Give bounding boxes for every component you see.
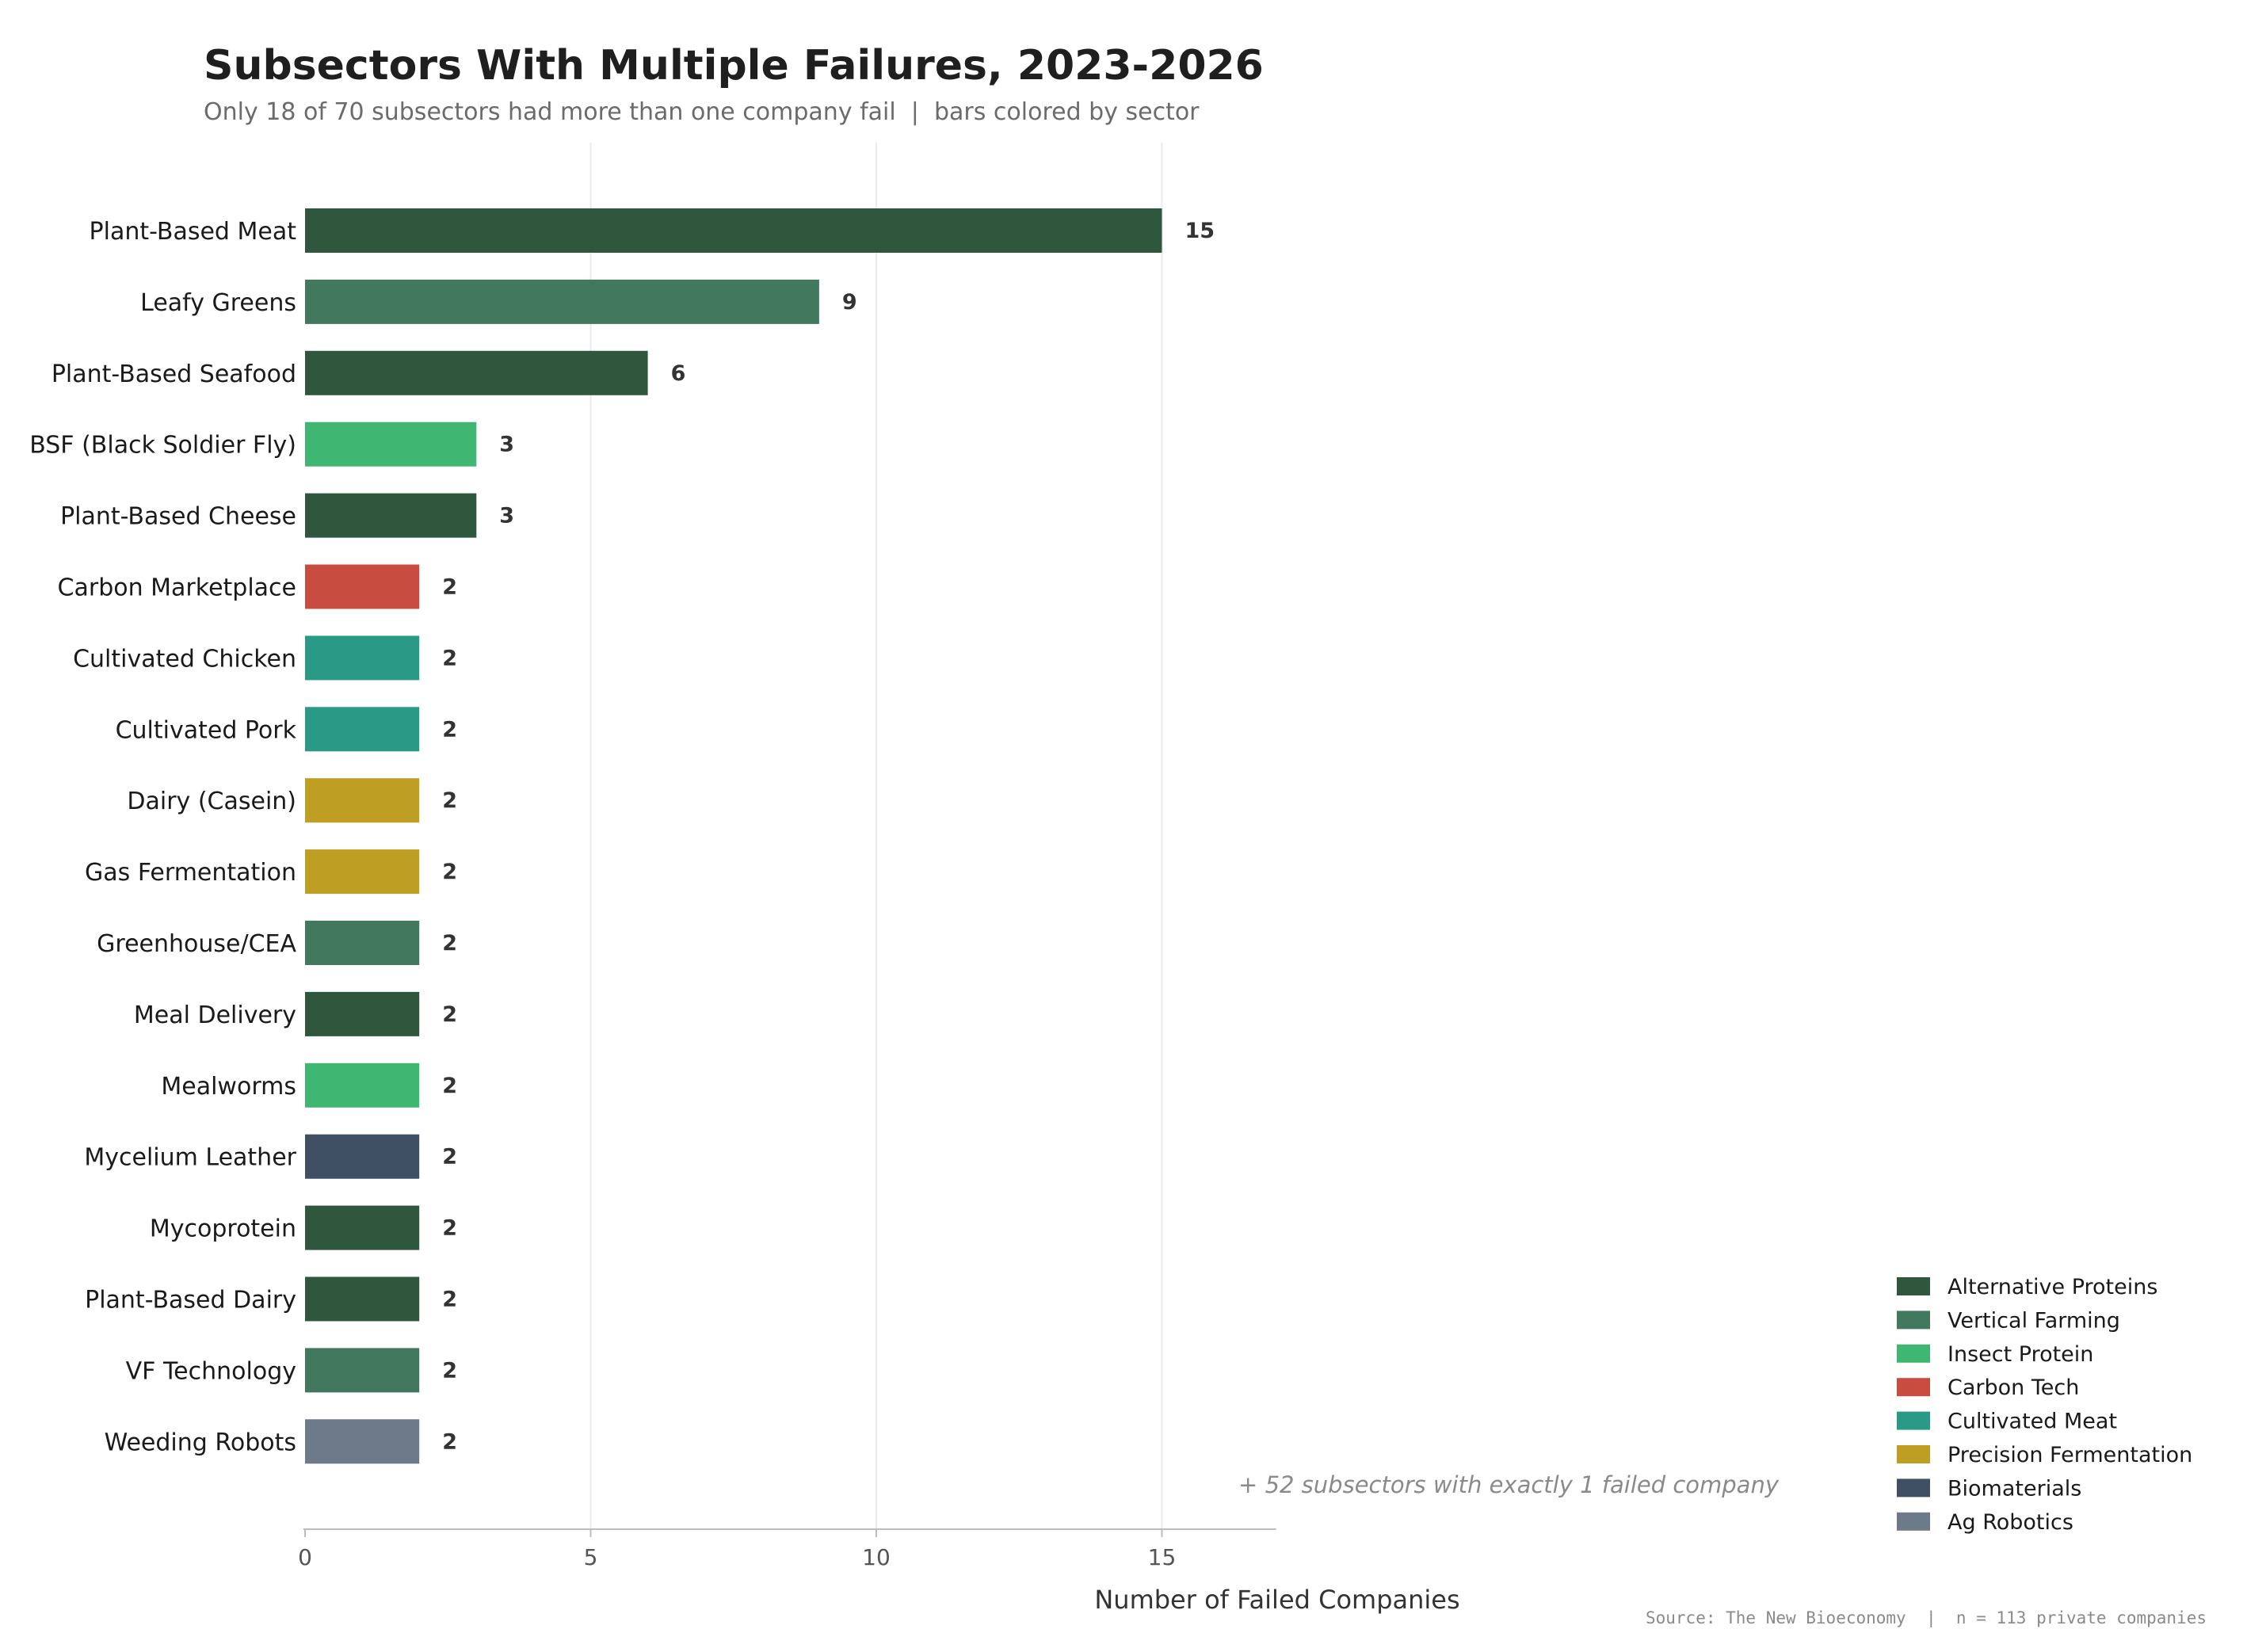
bar-8 — [305, 778, 420, 823]
value-label-11: 2 — [442, 1002, 457, 1027]
legend-swatch-6 — [1897, 1478, 1930, 1497]
value-label-14: 2 — [442, 1216, 457, 1241]
value-label-9: 2 — [442, 860, 457, 884]
legend: Alternative Proteins Vertical Farming Inse… — [1897, 1275, 2192, 1535]
bars — [305, 208, 1162, 1464]
legend-swatch-7 — [1897, 1512, 1930, 1531]
value-label-12: 2 — [442, 1074, 457, 1098]
category-label-3: BSF (Black Soldier Fly) — [29, 432, 296, 460]
category-label-10: Greenhouse/CEA — [97, 930, 296, 958]
chart-title: Subsectors With Multiple Failures, 2023-… — [204, 42, 1264, 90]
legend-swatch-1 — [1897, 1311, 1930, 1330]
category-label-17: Weeding Robots — [105, 1429, 296, 1456]
category-label-14: Mycoprotein — [150, 1215, 296, 1243]
value-label-7: 2 — [442, 717, 457, 742]
bar-0 — [305, 208, 1162, 253]
category-label-7: Cultivated Pork — [116, 716, 297, 744]
category-label-13: Mycelium Leather — [84, 1144, 296, 1172]
x-tick-label-1: 5 — [584, 1544, 598, 1570]
category-label-0: Plant-Based Meat — [90, 218, 297, 246]
bar-1 — [305, 279, 819, 324]
bar-17 — [305, 1419, 420, 1464]
value-label-8: 2 — [442, 788, 457, 813]
bar-6 — [305, 635, 420, 681]
x-tick-label-3: 15 — [1148, 1544, 1177, 1570]
bar-9 — [305, 849, 420, 895]
source-note: Source: The New Bioeconomy | n = 113 pri… — [1646, 1608, 2207, 1628]
legend-label-4: Cultivated Meat — [1947, 1410, 2117, 1434]
legend-label-2: Insect Protein — [1947, 1342, 2093, 1367]
category-label-8: Dairy (Casein) — [127, 788, 296, 815]
category-label-15: Plant-Based Dairy — [85, 1287, 296, 1314]
bar-4 — [305, 493, 477, 538]
category-label-11: Meal Delivery — [134, 1002, 296, 1029]
legend-swatch-0 — [1897, 1277, 1930, 1295]
value-label-10: 2 — [442, 931, 457, 956]
value-label-6: 2 — [442, 646, 457, 670]
value-label-0: 15 — [1185, 219, 1215, 243]
bar-13 — [305, 1134, 420, 1179]
value-label-15: 2 — [442, 1288, 457, 1312]
category-label-2: Plant-Based Seafood — [52, 361, 296, 388]
value-label-17: 2 — [442, 1429, 457, 1454]
x-axis-label: Number of Failed Companies — [1094, 1585, 1459, 1615]
legend-swatch-4 — [1897, 1411, 1930, 1430]
category-label-12: Mealworms — [161, 1073, 296, 1101]
legend-swatch-3 — [1897, 1378, 1930, 1397]
chart-subtitle: Only 18 of 70 subsectors had more than o… — [204, 98, 1200, 126]
value-label-2: 6 — [671, 361, 686, 386]
bar-16 — [305, 1348, 420, 1393]
value-labels: 15 9 6 3 3 2 2 2 2 2 2 2 2 2 2 2 2 2 — [442, 219, 1215, 1454]
annotation: + 52 subsectors with exactly 1 failed co… — [1238, 1471, 1780, 1498]
x-axis: 0 5 10 15 — [298, 1528, 1276, 1570]
x-tick-label-2: 10 — [862, 1544, 891, 1570]
value-label-16: 2 — [442, 1358, 457, 1383]
value-label-5: 2 — [442, 575, 457, 600]
category-labels: Plant-Based Meat Leafy Greens Plant-Based … — [29, 218, 296, 1456]
bar-2 — [305, 350, 648, 395]
bar-11 — [305, 991, 420, 1036]
bar-14 — [305, 1205, 420, 1250]
bar-15 — [305, 1276, 420, 1322]
category-label-1: Leafy Greens — [140, 289, 296, 317]
value-label-3: 3 — [499, 433, 514, 457]
legend-label-0: Alternative Proteins — [1947, 1275, 2157, 1299]
legend-label-6: Biomaterials — [1947, 1476, 2081, 1501]
value-label-4: 3 — [499, 504, 514, 528]
bar-7 — [305, 707, 420, 752]
legend-swatch-5 — [1897, 1445, 1930, 1463]
legend-label-3: Carbon Tech — [1947, 1375, 2079, 1400]
bar-5 — [305, 564, 420, 609]
legend-label-5: Precision Fermentation — [1947, 1443, 2192, 1467]
category-label-4: Plant-Based Cheese — [60, 503, 296, 531]
bar-12 — [305, 1063, 420, 1108]
legend-label-7: Ag Robotics — [1947, 1510, 2073, 1535]
value-label-1: 9 — [842, 290, 857, 315]
legend-swatch-2 — [1897, 1344, 1930, 1363]
x-tick-label-0: 0 — [298, 1544, 312, 1570]
category-label-5: Carbon Marketplace — [58, 574, 296, 602]
bar-10 — [305, 921, 420, 965]
value-label-13: 2 — [442, 1145, 457, 1169]
bar-3 — [305, 422, 477, 467]
category-label-6: Cultivated Chicken — [73, 645, 296, 673]
legend-label-1: Vertical Farming — [1947, 1308, 2120, 1333]
category-label-9: Gas Fermentation — [85, 859, 296, 887]
category-label-16: VF Technology — [126, 1357, 296, 1385]
gridlines — [589, 143, 1163, 1529]
